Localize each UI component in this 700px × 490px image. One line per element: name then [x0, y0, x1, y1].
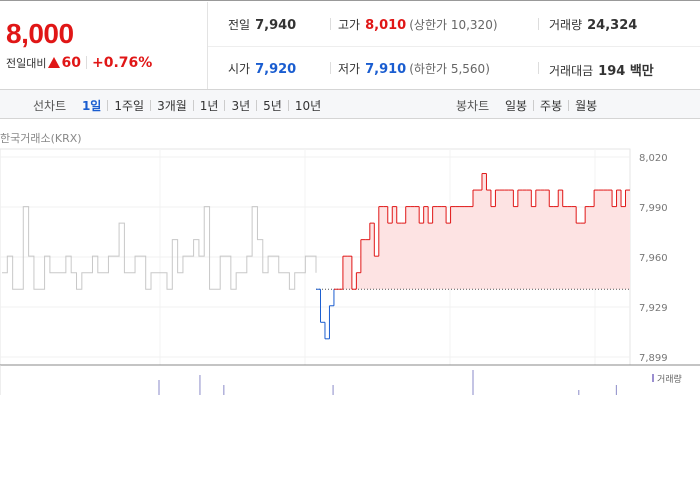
tab-period-3[interactable]: 1년 [199, 99, 219, 113]
stat-prev-close: 전일 7,940 [228, 16, 296, 33]
stat-low: 저가 7,910 (하한가 5,560) [338, 60, 490, 77]
divider [568, 100, 570, 111]
stat-label: 고가 [338, 18, 361, 32]
tab-period-1[interactable]: 1주일 [114, 99, 145, 113]
divider [538, 62, 539, 74]
divider [208, 46, 700, 47]
change-row: 전일대비 60 +0.76% [6, 55, 152, 71]
tab-period-0[interactable]: 1일 [81, 99, 102, 113]
divider [330, 18, 331, 30]
stat-sub: (상한가 10,320) [409, 18, 498, 32]
stat-value: 7,940 [255, 18, 297, 33]
series-previous-line [2, 206, 317, 290]
candle-chart-tabs: 봉차트 일봉 주봉 월봉 [456, 97, 597, 114]
y-tick-label: 7,929 [639, 303, 668, 314]
tab-period-6[interactable]: 10년 [294, 99, 322, 113]
change-value: 60 [61, 55, 81, 71]
price-box: 8,000 전일대비 60 +0.76% [0, 2, 208, 90]
data-source: 한국거래소(KRX) [0, 132, 82, 145]
divider [538, 18, 539, 30]
price-chart: 8,020 7,990 7,960 7,929 7,899 거래량 [0, 148, 700, 395]
divider [256, 100, 258, 111]
y-tick-label: 8,020 [639, 153, 668, 164]
volume-legend-swatch [652, 374, 654, 382]
stat-label: 저가 [338, 62, 361, 76]
tab-period-4[interactable]: 3년 [231, 99, 251, 113]
quote-summary: 8,000 전일대비 60 +0.76% 전일 7,940 고가 8,010 (상한가 1… [0, 0, 700, 90]
series-today-area [316, 173, 630, 290]
candle-chart-label: 봉차트 [456, 99, 490, 113]
stats-grid: 전일 7,940 고가 8,010 (상한가 10,320) 거래량 24,324 시가… [208, 2, 700, 90]
change-percent: +0.76% [91, 55, 153, 71]
tab-candle-0[interactable]: 일봉 [504, 99, 528, 113]
stat-value: 8,010 [365, 18, 407, 33]
line-chart-tabs: 선차트 1일 1주일 3개월 1년 3년 5년 10년 [33, 97, 321, 114]
stat-label: 전일 [228, 18, 251, 32]
y-tick-label: 7,899 [639, 353, 668, 364]
stat-value: 24,324 [587, 18, 638, 33]
stat-high: 고가 8,010 (상한가 10,320) [338, 16, 498, 33]
stat-value: 7,920 [255, 62, 297, 77]
divider [85, 56, 87, 69]
divider [330, 62, 331, 74]
change-label: 전일대비 [6, 57, 47, 70]
divider [150, 100, 152, 111]
chart-tabs: 선차트 1일 1주일 3개월 1년 3년 5년 10년 봉차트 일봉 주봉 월봉 [0, 89, 700, 119]
tab-candle-2[interactable]: 월봉 [575, 99, 598, 113]
line-chart-label: 선차트 [33, 99, 67, 113]
stat-open: 시가 7,920 [228, 60, 296, 77]
y-tick-label: 7,960 [639, 253, 668, 264]
stat-amount: 거래대금 194 백만 [549, 60, 654, 79]
current-price: 8,000 [6, 18, 74, 49]
divider [192, 100, 194, 111]
stat-value: 194 백만 [598, 64, 654, 79]
stat-sub: (하한가 5,560) [409, 62, 490, 76]
candle-tab-list: 일봉 주봉 월봉 [505, 99, 597, 113]
divider [224, 100, 226, 111]
triangle-up-icon [48, 57, 61, 68]
tab-candle-1[interactable]: 주봉 [540, 99, 563, 113]
tab-period-2[interactable]: 3개월 [157, 99, 187, 113]
stat-label: 거래량 [549, 18, 583, 32]
divider [107, 100, 109, 111]
stat-volume: 거래량 24,324 [549, 16, 637, 33]
volume-legend-label: 거래량 [657, 373, 682, 385]
stat-label: 거래대금 [549, 64, 594, 78]
divider [287, 100, 289, 111]
stat-label: 시가 [228, 62, 251, 76]
y-tick-label: 7,990 [639, 203, 668, 214]
divider [533, 100, 535, 111]
line-tab-list: 1일 1주일 3개월 1년 3년 5년 10년 [82, 99, 321, 113]
stat-value: 7,910 [365, 62, 407, 77]
tab-period-5[interactable]: 5년 [263, 99, 282, 113]
